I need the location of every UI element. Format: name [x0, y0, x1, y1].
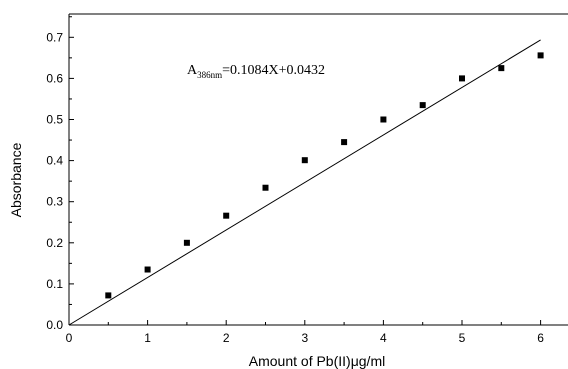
data-points: [105, 52, 544, 299]
y-tick-label: 0.2: [46, 236, 63, 250]
data-point: [537, 52, 544, 59]
x-axis-title: Amount of Pb(II)μg/ml: [249, 353, 385, 369]
y-axis-title: Absorbance: [8, 142, 24, 217]
equation-symbol: A: [187, 63, 198, 78]
data-point: [301, 157, 308, 164]
axis-ticks: 0 1 2 3 4 5 6 0.0 0.1 0.2 0.3 0.4 0.5 0.6 0.7: [46, 16, 544, 345]
x-tick-label: 1: [144, 331, 151, 345]
y-tick-label: 0.7: [46, 30, 63, 44]
data-point: [223, 212, 230, 219]
x-tick-label: 6: [537, 331, 544, 345]
y-tick-label: 0.4: [46, 154, 63, 168]
x-tick-label: 0: [66, 331, 73, 345]
x-tick-label: 3: [301, 331, 308, 345]
x-tick-label: 2: [223, 331, 230, 345]
data-point: [498, 65, 505, 72]
data-point: [183, 239, 190, 246]
plot-area: [68, 13, 568, 326]
x-tick-label: 4: [380, 331, 387, 345]
data-point: [105, 292, 112, 299]
y-tick-label: 0.0: [46, 318, 63, 332]
fit-line-group: [68, 39, 541, 326]
regression-equation: A386nm=0.1084X+0.0432: [187, 63, 325, 80]
x-tick-label: 5: [459, 331, 466, 345]
data-point: [380, 116, 387, 123]
y-tick-label: 0.5: [46, 113, 63, 127]
data-point: [144, 266, 151, 273]
data-point: [419, 102, 426, 109]
data-point: [262, 184, 269, 191]
y-tick-label: 0.6: [46, 71, 63, 85]
data-point: [341, 139, 348, 146]
y-tick-label: 0.3: [46, 195, 63, 209]
data-point: [459, 75, 465, 82]
equation-subscript: 386nm: [197, 70, 222, 80]
y-tick-label: 0.1: [46, 277, 63, 291]
equation-rhs: =0.1084X+0.0432: [222, 63, 325, 78]
fit-line: [68, 39, 541, 326]
